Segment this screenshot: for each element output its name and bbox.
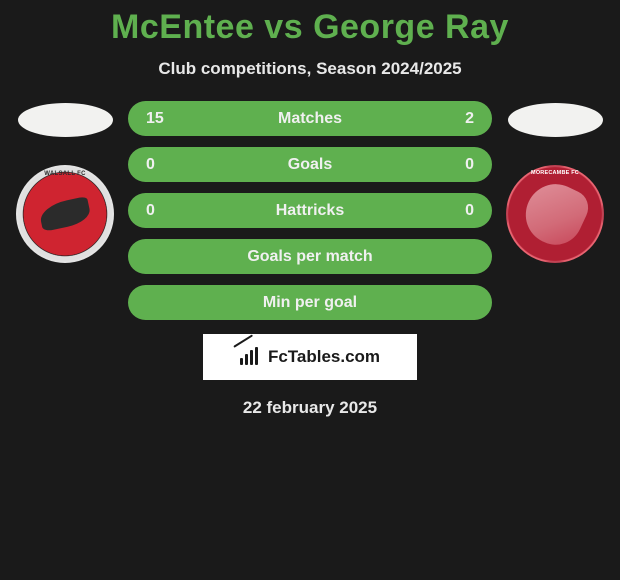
club-left-inner bbox=[27, 176, 103, 252]
stat-left-value: 15 bbox=[146, 110, 164, 128]
stat-row-goals: 0 Goals 0 bbox=[128, 147, 492, 182]
stat-row-goals-per-match: Goals per match bbox=[128, 239, 492, 274]
brand-text: FcTables.com bbox=[268, 347, 380, 367]
stat-left-value: 0 bbox=[146, 202, 155, 220]
club-badge-right: MORECAMBE FC bbox=[506, 165, 604, 263]
player-right-column: MORECAMBE FC bbox=[500, 101, 610, 263]
stat-row-hattricks: 0 Hattricks 0 bbox=[128, 193, 492, 228]
stat-right-value: 0 bbox=[465, 202, 474, 220]
player-right-avatar bbox=[508, 103, 603, 137]
stat-row-matches: 15 Matches 2 bbox=[128, 101, 492, 136]
stat-right-value: 0 bbox=[465, 156, 474, 174]
stat-label: Hattricks bbox=[146, 202, 474, 220]
club-badge-left: WALSALL FC bbox=[16, 165, 114, 263]
player-left-column: WALSALL FC bbox=[10, 101, 120, 263]
stat-right-value: 2 bbox=[465, 110, 474, 128]
page-title: McEntee vs George Ray bbox=[0, 8, 620, 47]
subtitle: Club competitions, Season 2024/2025 bbox=[0, 59, 620, 79]
stat-label: Goals bbox=[146, 156, 474, 174]
stats-column: 15 Matches 2 0 Goals 0 0 Hattricks 0 Goa… bbox=[120, 101, 500, 320]
stat-row-min-per-goal: Min per goal bbox=[128, 285, 492, 320]
club-right-name: MORECAMBE FC bbox=[508, 170, 602, 176]
stat-label: Min per goal bbox=[146, 294, 474, 312]
stat-label: Goals per match bbox=[146, 248, 474, 266]
date: 22 february 2025 bbox=[0, 398, 620, 418]
stat-label: Matches bbox=[146, 110, 474, 128]
widget-container: McEntee vs George Ray Club competitions,… bbox=[0, 0, 620, 418]
club-left-name: WALSALL FC bbox=[44, 171, 86, 177]
player-left-avatar bbox=[18, 103, 113, 137]
stat-left-value: 0 bbox=[146, 156, 155, 174]
main-row: WALSALL FC 15 Matches 2 0 Goals 0 0 Hatt… bbox=[0, 101, 620, 320]
brand-link[interactable]: FcTables.com bbox=[203, 334, 417, 380]
club-right-icon bbox=[516, 175, 594, 254]
club-left-icon bbox=[38, 196, 92, 232]
brand-chart-icon bbox=[240, 347, 262, 367]
